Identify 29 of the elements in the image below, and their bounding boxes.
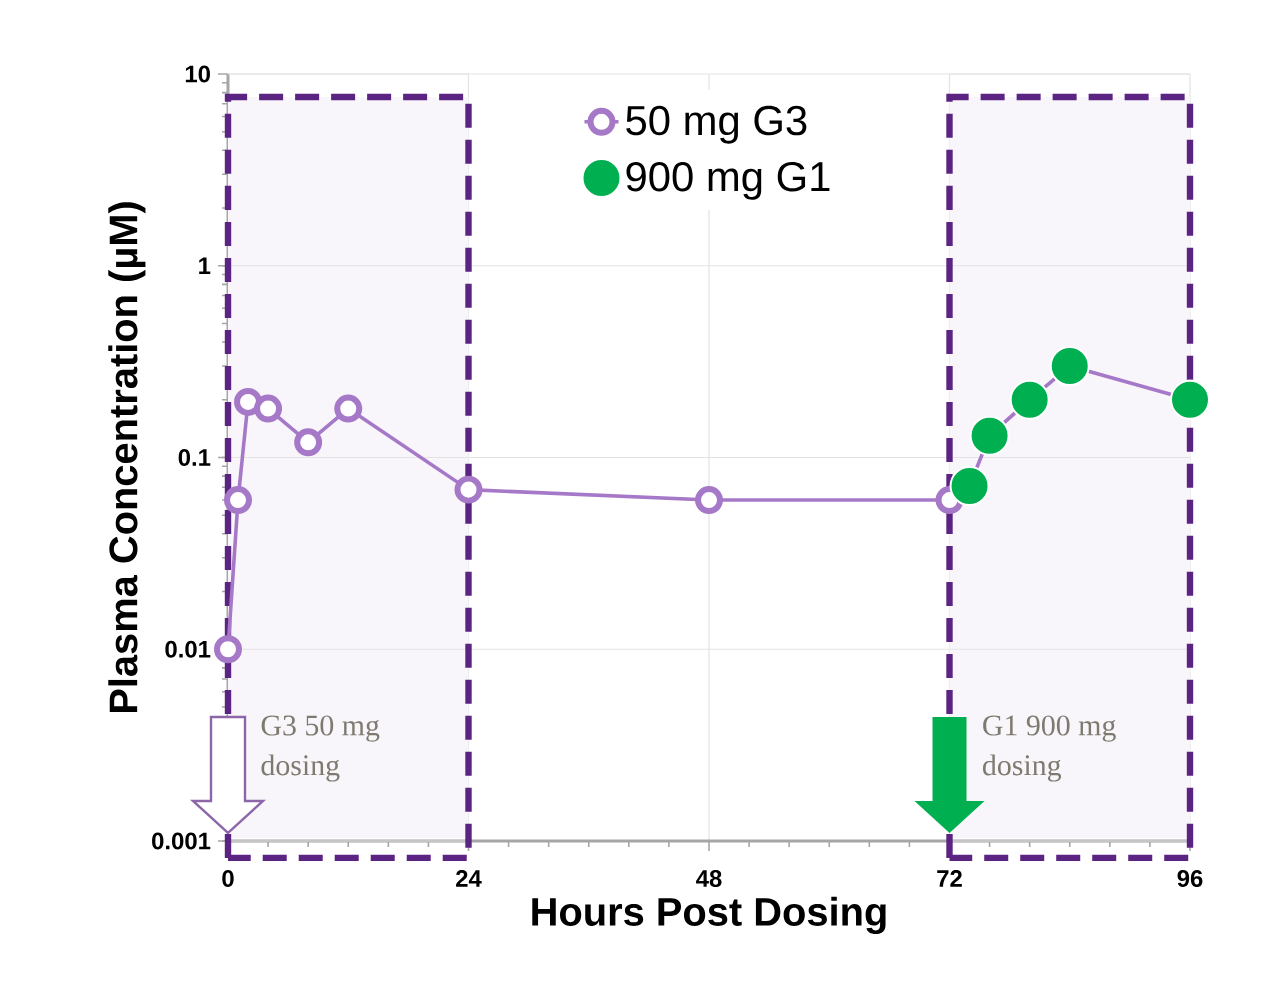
point (214, 635, 242, 664)
x-tick-label: 24 (456, 870, 482, 887)
annotation: G1 900 mg dosing (983, 715, 1116, 782)
y-tick-label: 0.01 (165, 640, 211, 658)
x-tick-label: 0 (222, 870, 234, 887)
point (949, 466, 990, 507)
point (695, 486, 723, 515)
y-tick-label: 10 (185, 65, 210, 83)
point (254, 394, 283, 423)
point (224, 486, 253, 515)
x-tick-label: 48 (696, 870, 722, 887)
point (294, 428, 323, 457)
x-tick-label: 72 (937, 870, 962, 887)
y-tick-label: 0.001 (152, 832, 211, 850)
point (1049, 346, 1090, 387)
x-axis-title: Hours Post Dosing (532, 896, 886, 934)
legend-label: 900 mg G1 (626, 161, 830, 200)
point (334, 394, 363, 423)
annotation: G3 50 mg dosing (261, 715, 380, 782)
point (969, 415, 1010, 456)
x-tick-label: 96 (1177, 870, 1203, 887)
point (234, 387, 263, 416)
point (1170, 379, 1210, 420)
point (454, 475, 483, 504)
y-tick-label: 0.1 (178, 449, 211, 466)
y-axis-title: Plasma Concentration (µM) (108, 202, 146, 713)
legend-label: 50 mg G3 (626, 105, 807, 144)
y-tick-label: 1 (199, 257, 211, 274)
point (1009, 379, 1050, 420)
